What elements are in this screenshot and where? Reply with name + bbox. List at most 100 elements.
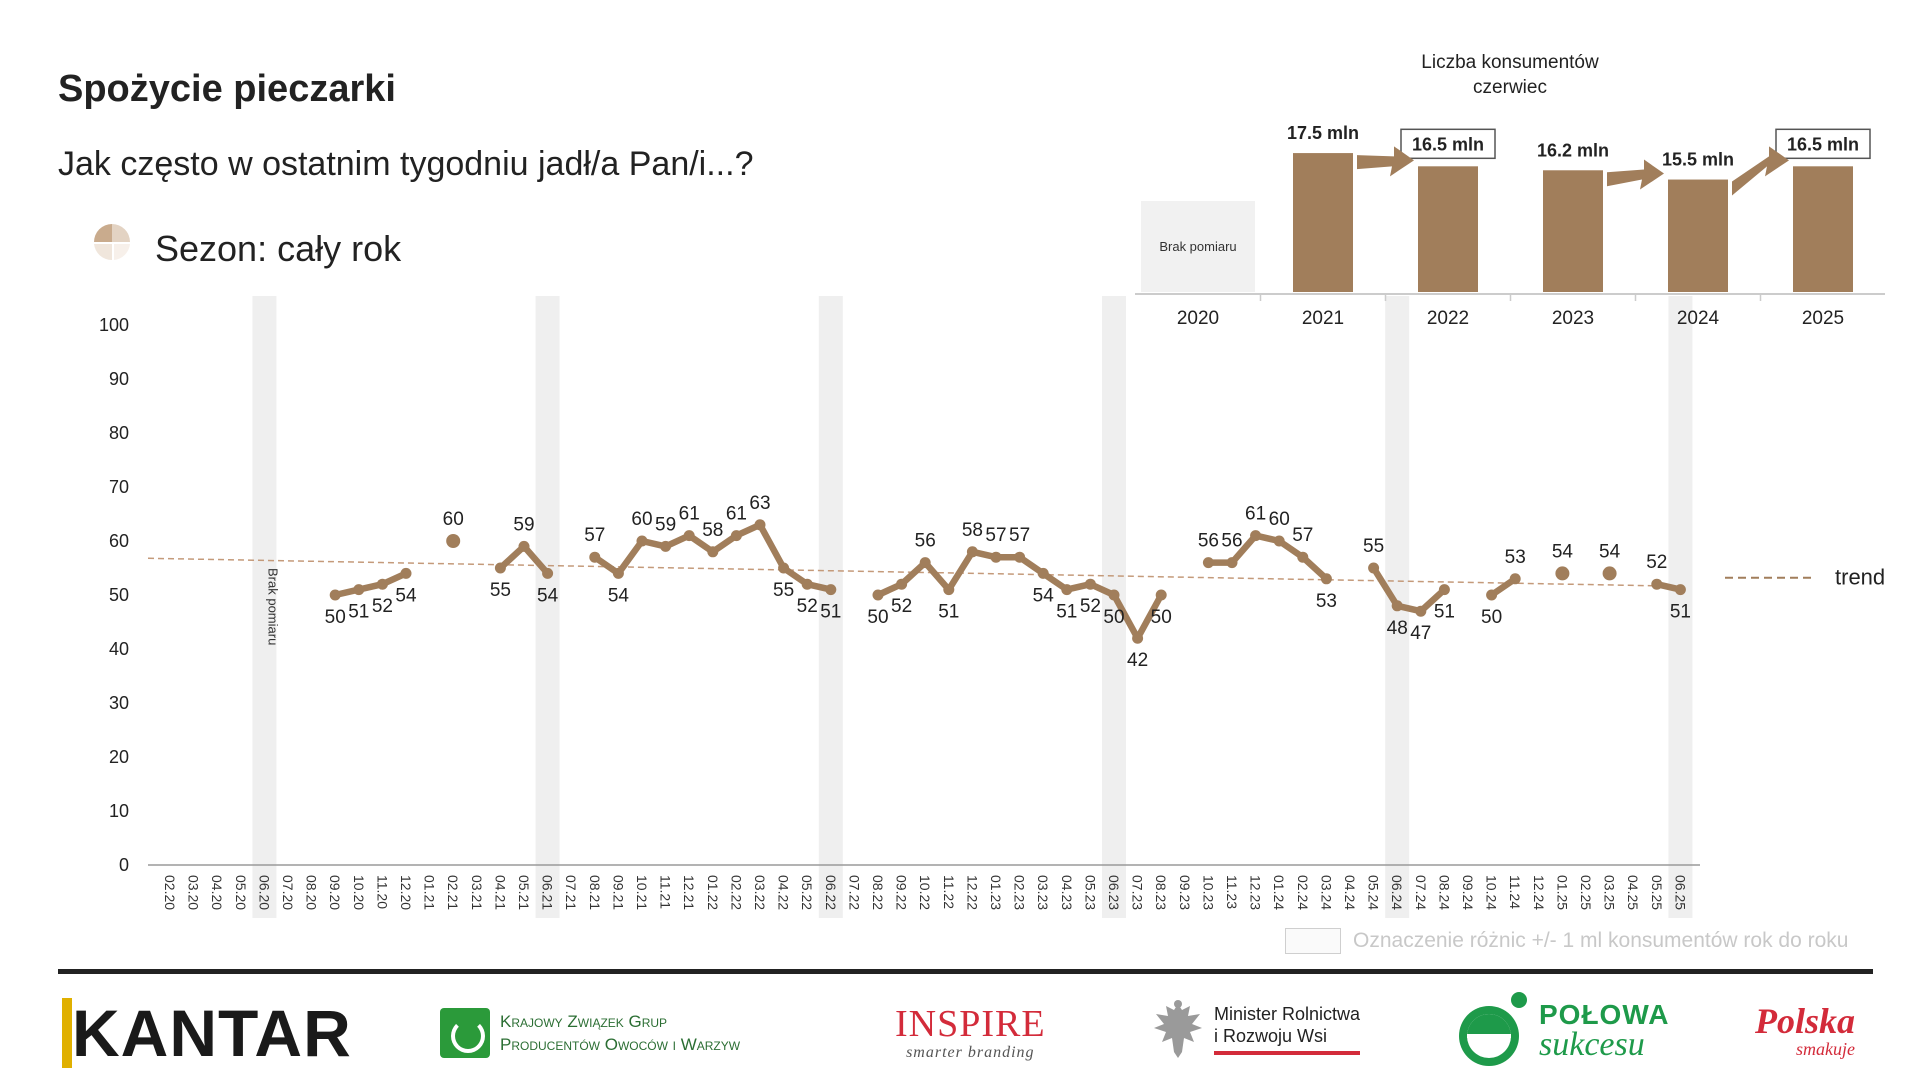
data-point (754, 519, 766, 531)
data-label: 61 (726, 504, 747, 525)
consumer-bar (1668, 179, 1728, 292)
data-point (1391, 600, 1403, 612)
data-point (707, 546, 719, 558)
data-label: 57 (1292, 525, 1313, 546)
x-tick-label: 10.20 (351, 875, 367, 910)
x-tick-label: 08.22 (870, 875, 886, 910)
data-point (376, 578, 388, 590)
bar-year-label: 2020 (1177, 308, 1219, 329)
y-tick-label: 80 (109, 423, 129, 443)
x-tick-label: 09.20 (327, 875, 343, 910)
data-label: 58 (962, 520, 983, 541)
x-tick-label: 01.25 (1554, 875, 1570, 910)
data-label: 53 (1505, 547, 1526, 568)
data-label: 59 (513, 514, 534, 535)
data-point (1132, 632, 1144, 644)
ministry-logo: Minister Rolnictwa i Rozwoju Wsi (1150, 998, 1361, 1060)
x-tick-label: 03.22 (752, 875, 768, 910)
data-label: 50 (867, 607, 888, 628)
series-line-segment (1228, 532, 1259, 566)
x-tick-label: 10.21 (634, 875, 650, 910)
x-tick-label: 06.23 (1106, 875, 1122, 910)
data-point (1320, 573, 1332, 585)
x-tick-label: 09.22 (894, 875, 910, 910)
ministry-logo-line1: Minister Rolnictwa (1214, 1004, 1361, 1024)
data-label: 54 (1552, 541, 1574, 562)
data-label: 52 (797, 596, 818, 617)
change-arrow-icon (1732, 146, 1789, 196)
x-tick-label: 02.25 (1578, 875, 1594, 910)
x-tick-label: 06.25 (1672, 875, 1688, 910)
data-label: 50 (1151, 607, 1172, 628)
missing-measurement-annotation: Brak pomiaru (265, 568, 280, 645)
data-point (1651, 578, 1663, 590)
data-point (1014, 551, 1026, 563)
data-label: 57 (985, 525, 1006, 546)
y-tick-label: 100 (99, 315, 129, 335)
kzgp-logo-mark (440, 1008, 490, 1058)
x-tick-label: 11.23 (1224, 875, 1240, 909)
bar-value-label: 15.5 mln (1662, 150, 1734, 170)
x-tick-label: 04.20 (209, 875, 225, 910)
x-tick-label: 07.22 (846, 875, 862, 910)
consumers-chart-title: Liczba konsumentów czerwiec (1380, 50, 1640, 100)
polska-logo-line2: smakuje (1796, 1039, 1856, 1059)
missing-bar-placeholder (1141, 201, 1255, 292)
data-label: 54 (395, 585, 417, 606)
data-point (1155, 589, 1167, 601)
bar-year-label: 2021 (1302, 308, 1344, 329)
x-tick-label: 05.24 (1366, 875, 1382, 910)
difference-legend: Oznaczenie różnic +/- 1 ml konsumentów r… (1285, 928, 1848, 954)
x-tick-label: 12.21 (681, 875, 697, 910)
x-tick-label: 02.22 (728, 875, 744, 910)
data-label: 58 (702, 520, 723, 541)
data-point (329, 589, 341, 601)
data-label: 54 (1599, 541, 1621, 562)
data-point (1108, 589, 1120, 601)
x-tick-label: 05.25 (1649, 875, 1665, 910)
x-tick-label: 09.21 (610, 875, 626, 910)
data-point (1486, 589, 1498, 601)
x-tick-label: 03.21 (469, 875, 485, 910)
x-tick-label: 07.23 (1130, 875, 1146, 910)
x-tick-label: 08.20 (304, 875, 320, 910)
data-label: 52 (1646, 552, 1667, 573)
y-tick-label: 70 (109, 477, 129, 497)
kzgp-logo-line2: Producentów Owoców i Warzyw (500, 1035, 741, 1054)
missing-bar-label: Brak pomiaru (1159, 239, 1236, 254)
data-label: 54 (1033, 585, 1055, 606)
series-line-segment (520, 543, 551, 577)
x-tick-label: 12.20 (398, 875, 414, 910)
x-tick-label: 05.20 (233, 875, 249, 910)
series-line-segment (921, 559, 953, 593)
series-line-segment (1134, 591, 1165, 642)
data-point (1084, 578, 1096, 590)
x-tick-label: 02.24 (1295, 875, 1311, 910)
series-line-segment (945, 548, 976, 593)
x-tick-label: 10.23 (1200, 875, 1216, 910)
data-point (1509, 573, 1521, 585)
data-point (612, 567, 624, 579)
x-tick-label: 03.24 (1318, 875, 1334, 910)
data-label: 56 (1221, 531, 1242, 552)
x-tick-label: 06.21 (540, 875, 556, 910)
y-tick-label: 20 (109, 747, 129, 767)
data-label: 57 (584, 525, 605, 546)
data-point (919, 557, 931, 569)
kzgp-logo-line1: Krajowy Związek Grup (500, 1012, 668, 1031)
x-tick-label: 08.24 (1436, 875, 1452, 910)
y-tick-label: 30 (109, 693, 129, 713)
june-highlight-band (1668, 296, 1693, 918)
x-tick-label: 03.23 (1035, 875, 1051, 910)
inspire-logo-main: INSPIRE (895, 1003, 1046, 1045)
data-point (1602, 566, 1617, 581)
series-line-segment (1370, 564, 1401, 610)
x-tick-label: 04.25 (1625, 875, 1641, 910)
data-point (446, 534, 461, 548)
data-label: 51 (348, 602, 369, 623)
x-tick-label: 04.21 (492, 875, 508, 910)
data-point (896, 578, 908, 590)
data-label: 50 (325, 607, 346, 628)
x-tick-label: 08.21 (587, 875, 603, 910)
x-tick-label: 04.24 (1342, 875, 1358, 910)
